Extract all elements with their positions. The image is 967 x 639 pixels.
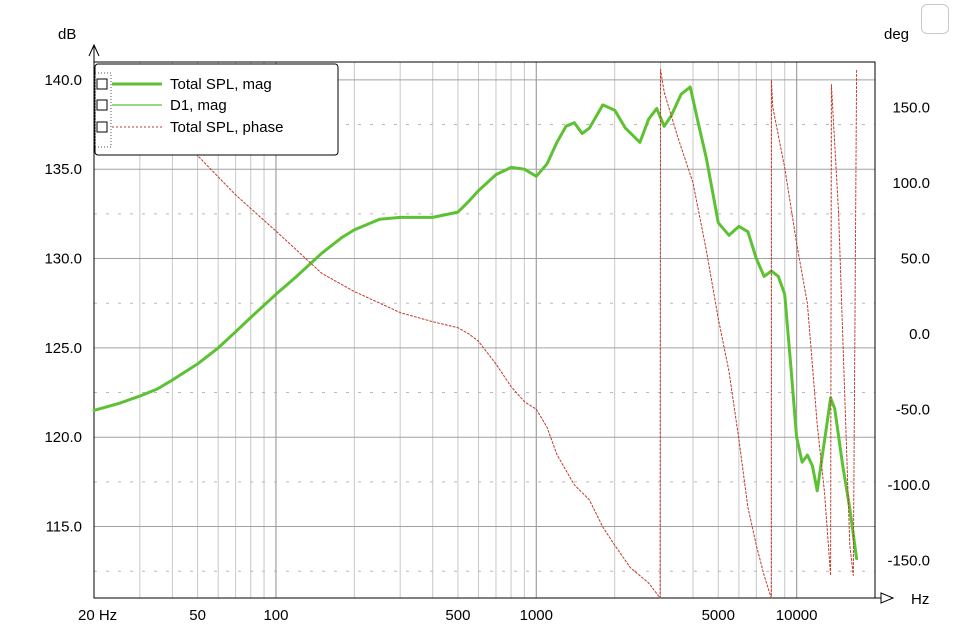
y2-tick-label: -50.0 xyxy=(896,401,930,418)
x-tick-label: 10000 xyxy=(776,607,818,624)
y2-tick-label: -150.0 xyxy=(887,552,930,569)
y-tick-labels: 115.0 120.0 125.0 130.0 135.0 140.0 xyxy=(44,72,82,536)
legend: Total SPL, mag D1, mag Total SPL, phase xyxy=(94,63,339,156)
legend-checkbox-icon[interactable] xyxy=(96,121,108,133)
y2-tick-label: 0.0 xyxy=(909,326,930,343)
x-tick-label: 5000 xyxy=(702,607,735,624)
y-tick-label: 115.0 xyxy=(46,519,82,536)
plot-border xyxy=(93,61,876,599)
x-tick-labels: 20 Hz 50 100 500 1000 5000 10000 xyxy=(78,607,817,624)
y-tick-label: 140.0 xyxy=(44,72,82,89)
y2-tick-labels: -150.0 -100.0 -50.0 0.0 50.0 100.0 150.0 xyxy=(887,99,930,569)
y2-tick-label: 150.0 xyxy=(892,99,930,116)
series-layer xyxy=(92,69,859,599)
x-tick-label: 100 xyxy=(263,607,288,624)
legend-label: D1, mag xyxy=(170,97,227,114)
y2-axis-label: deg xyxy=(884,26,909,43)
series-line xyxy=(156,69,858,599)
y2-tick-label: 100.0 xyxy=(892,175,930,192)
y-tick-label: 135.0 xyxy=(44,161,82,178)
series-line xyxy=(92,85,859,561)
legend-label: Total SPL, mag xyxy=(170,76,272,93)
x-tick-label: 500 xyxy=(445,607,470,624)
legend-item-total-spl-phase[interactable]: Total SPL, phase xyxy=(96,119,283,136)
y-tick-label: 125.0 xyxy=(44,340,82,357)
legend-checkbox-icon[interactable] xyxy=(96,78,108,90)
legend-checkbox-icon[interactable] xyxy=(96,99,108,111)
legend-item-d1-mag[interactable]: D1, mag xyxy=(96,97,227,114)
x-axis-label: Hz xyxy=(911,591,929,608)
corner-button[interactable] xyxy=(921,4,949,34)
y-tick-label: 120.0 xyxy=(44,429,82,446)
y-axis-label: dB xyxy=(58,26,76,43)
x-tick-label: 50 xyxy=(189,607,206,624)
x-tick-label: 20 Hz xyxy=(78,607,117,624)
y-tick-label: 130.0 xyxy=(44,251,82,268)
x-tick-label: 1000 xyxy=(520,607,553,624)
y2-tick-label: -100.0 xyxy=(887,477,930,494)
legend-item-total-spl-mag[interactable]: Total SPL, mag xyxy=(96,76,272,93)
legend-box xyxy=(94,63,339,156)
y2-tick-label: 50.0 xyxy=(901,250,930,267)
legend-label: Total SPL, phase xyxy=(170,119,283,136)
